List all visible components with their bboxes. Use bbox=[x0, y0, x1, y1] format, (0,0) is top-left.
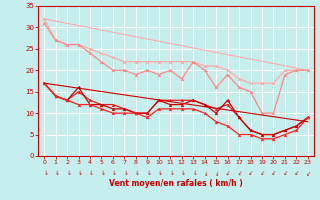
Text: ↗: ↗ bbox=[201, 168, 208, 174]
Text: ↗: ↗ bbox=[144, 168, 151, 174]
Text: ↗: ↗ bbox=[64, 168, 70, 174]
Text: ↗: ↗ bbox=[132, 168, 139, 174]
Text: ↗: ↗ bbox=[260, 168, 265, 174]
Text: ↗: ↗ bbox=[271, 168, 276, 174]
Text: ↗: ↗ bbox=[52, 168, 59, 174]
Text: ↗: ↗ bbox=[306, 168, 310, 174]
Text: ↗: ↗ bbox=[156, 168, 162, 174]
Text: ↗: ↗ bbox=[190, 168, 196, 174]
Text: ↗: ↗ bbox=[75, 168, 82, 174]
Text: ↗: ↗ bbox=[294, 168, 299, 174]
Text: ↗: ↗ bbox=[121, 168, 128, 174]
Text: ↗: ↗ bbox=[109, 168, 116, 174]
X-axis label: Vent moyen/en rafales ( km/h ): Vent moyen/en rafales ( km/h ) bbox=[109, 179, 243, 188]
Text: ↗: ↗ bbox=[225, 168, 230, 174]
Text: ↗: ↗ bbox=[178, 168, 185, 174]
Text: ↗: ↗ bbox=[41, 168, 48, 174]
Text: ↗: ↗ bbox=[87, 168, 93, 174]
Text: ↗: ↗ bbox=[98, 168, 105, 174]
Text: ↗: ↗ bbox=[283, 168, 287, 174]
Text: ↗: ↗ bbox=[248, 168, 253, 174]
Text: ↗: ↗ bbox=[167, 168, 174, 174]
Text: ↗: ↗ bbox=[236, 168, 242, 174]
Text: ↗: ↗ bbox=[213, 168, 220, 174]
